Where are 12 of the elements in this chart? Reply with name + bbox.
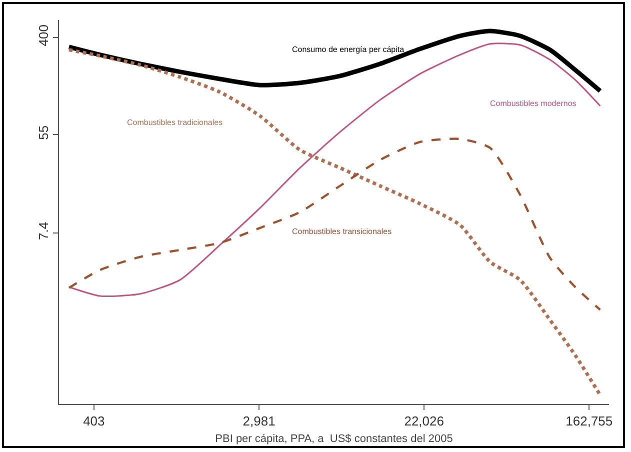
series-label: Combustibles modernos [490,99,576,108]
x-tick-label: 162,755 [566,414,613,429]
series-label: Combustibles transicionales [292,227,392,236]
x-tick-label: 403 [83,414,105,429]
x-tick-label: 2,981 [242,414,276,429]
text: Combustibles tradicionales [127,118,223,127]
y-tick-label: 400 [36,24,51,46]
series-label: Consumo de energía per cápita [292,45,405,54]
y-tick-label: 7.4 [36,222,51,240]
x-tick-label: 22,026 [404,414,444,429]
x-axis-title: PBI per cápita, PPA, a US$ constantes del 2005 [215,432,453,445]
y-tick-label: 55 [36,125,51,140]
